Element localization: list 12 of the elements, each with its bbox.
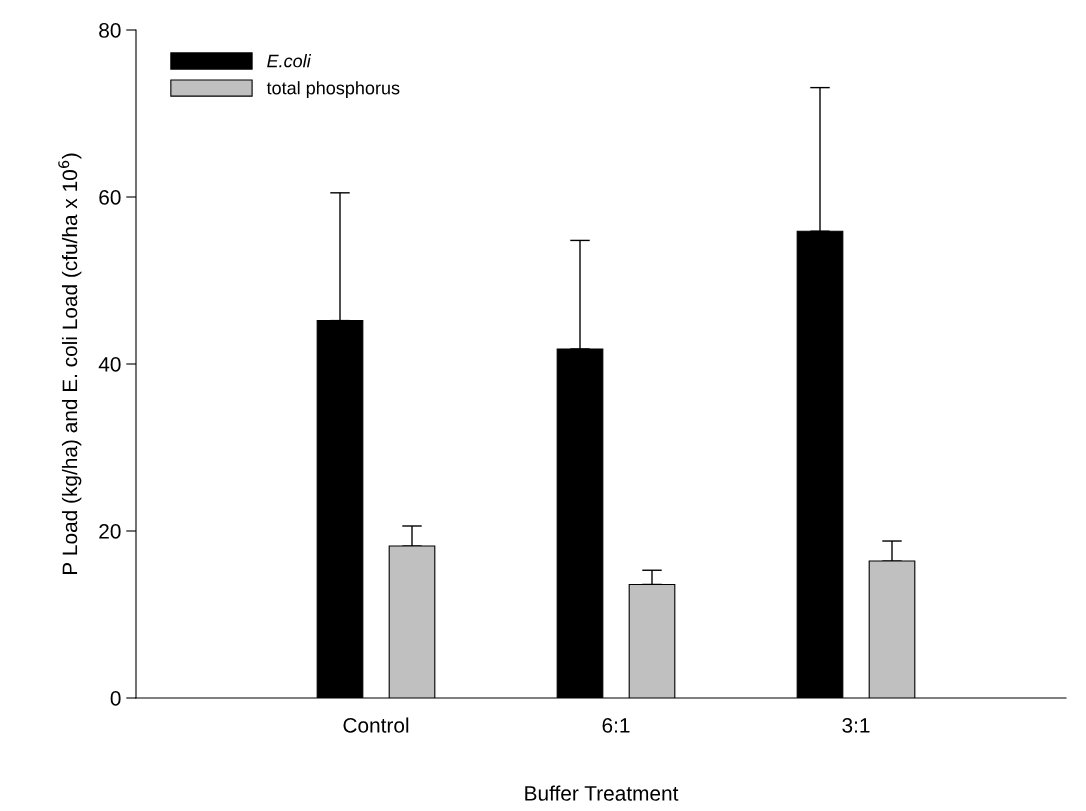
y-tick-label: 40 — [98, 357, 121, 372]
y-tick-label: 20 — [99, 524, 121, 539]
y-axis-title: P Load (kg/ha) and E. coli Load (cfu/ha x 10$^{6}$) — [58, 153, 82, 575]
legend-label: E.coli — [267, 54, 312, 68]
y-tick-label: 80 — [99, 23, 121, 38]
x-tick-label: 3:1 — [842, 717, 870, 733]
x-tick-label: Control — [343, 717, 409, 733]
y-tick-label: 60 — [99, 190, 121, 205]
y-tick-label: 0 — [110, 691, 121, 706]
x-tick-label: 6:1 — [602, 717, 630, 733]
x-axis-title: Buffer Treatment — [525, 785, 679, 801]
legend-label: total phosphorus — [266, 81, 400, 98]
